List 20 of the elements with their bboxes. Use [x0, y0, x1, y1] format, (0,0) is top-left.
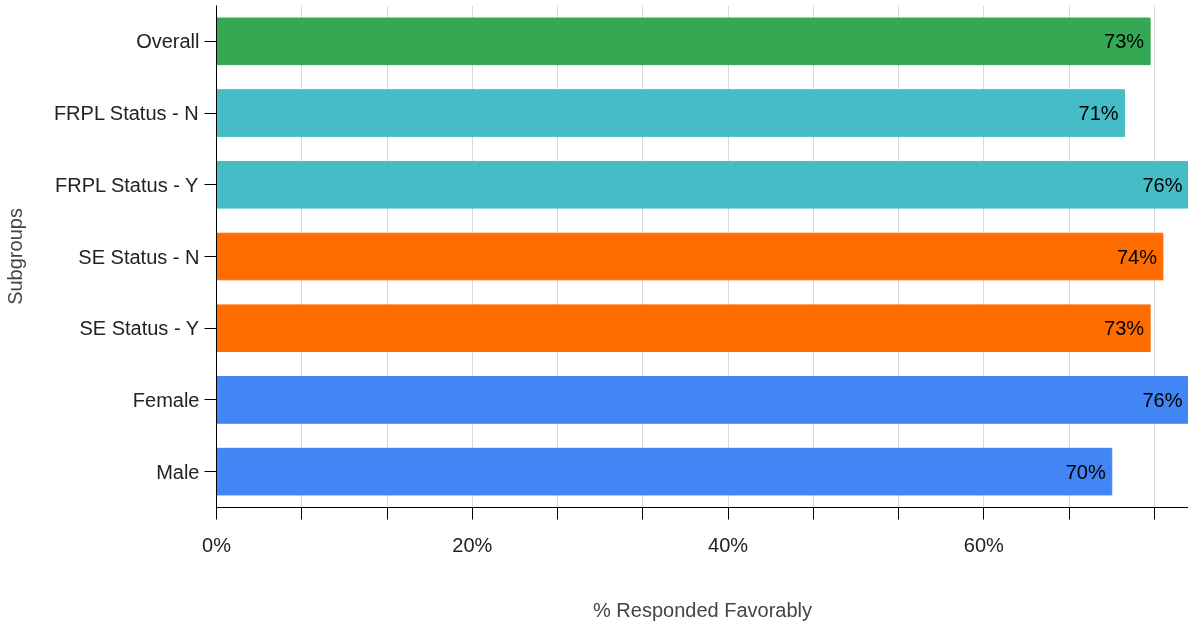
- y-tick-label: SE Status - N: [78, 245, 200, 268]
- y-tick-label: Female: [132, 388, 200, 411]
- x-tick-label: 20%: [452, 533, 493, 556]
- data-label: 73%: [1104, 317, 1145, 340]
- y-tick-label: FRPL Status - N: [53, 102, 199, 125]
- y-axis-title: Subgroups: [3, 208, 26, 305]
- y-tick-label: FRPL Status - Y: [55, 173, 199, 196]
- x-tick-label: 60%: [963, 533, 1005, 556]
- y-tick-label: Overall: [136, 30, 200, 53]
- x-axis-title: % Responded Favorably: [592, 598, 813, 621]
- data-label: 73%: [1104, 30, 1145, 53]
- data-label: 76%: [1142, 388, 1183, 411]
- data-label: 71%: [1078, 102, 1119, 125]
- data-label: 76%: [1142, 173, 1183, 196]
- data-label: 74%: [1116, 245, 1158, 268]
- x-tick-label: 0%: [202, 533, 232, 556]
- y-tick-label: SE Status - Y: [79, 317, 200, 340]
- x-tick-label: 40%: [708, 533, 749, 556]
- data-label: 70%: [1065, 460, 1106, 483]
- y-tick-label: Male: [156, 460, 200, 483]
